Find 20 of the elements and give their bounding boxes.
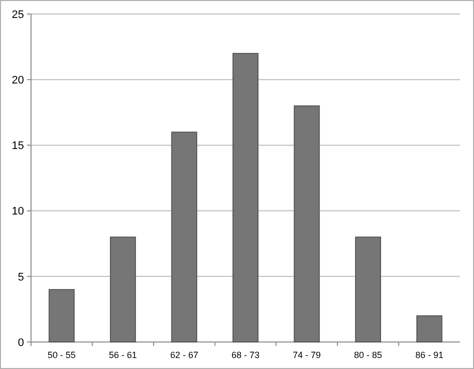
y-tick-label: 15 [12,140,24,152]
x-tick-label: 80 - 85 [354,350,382,360]
x-tick-label: 74 - 79 [292,350,321,360]
bar [171,132,198,342]
y-tick-label: 0 [18,336,24,349]
bar [416,315,442,342]
y-tick-label: 20 [12,74,24,86]
bar [355,236,382,342]
x-tick-label: 62 - 67 [170,350,198,360]
x-tick-label: 68 - 73 [231,350,260,360]
y-tick-label: 25 [12,8,24,21]
y-tick-label: 10 [12,206,24,218]
bar [232,52,258,342]
x-tick-label: 50 - 55 [48,350,76,360]
bar [110,236,136,342]
y-tick-label: 5 [18,271,24,284]
x-tick-label: 86 - 91 [415,350,444,360]
bar [48,289,75,342]
bar [294,105,320,342]
x-tick-label: 56 - 61 [108,350,137,360]
